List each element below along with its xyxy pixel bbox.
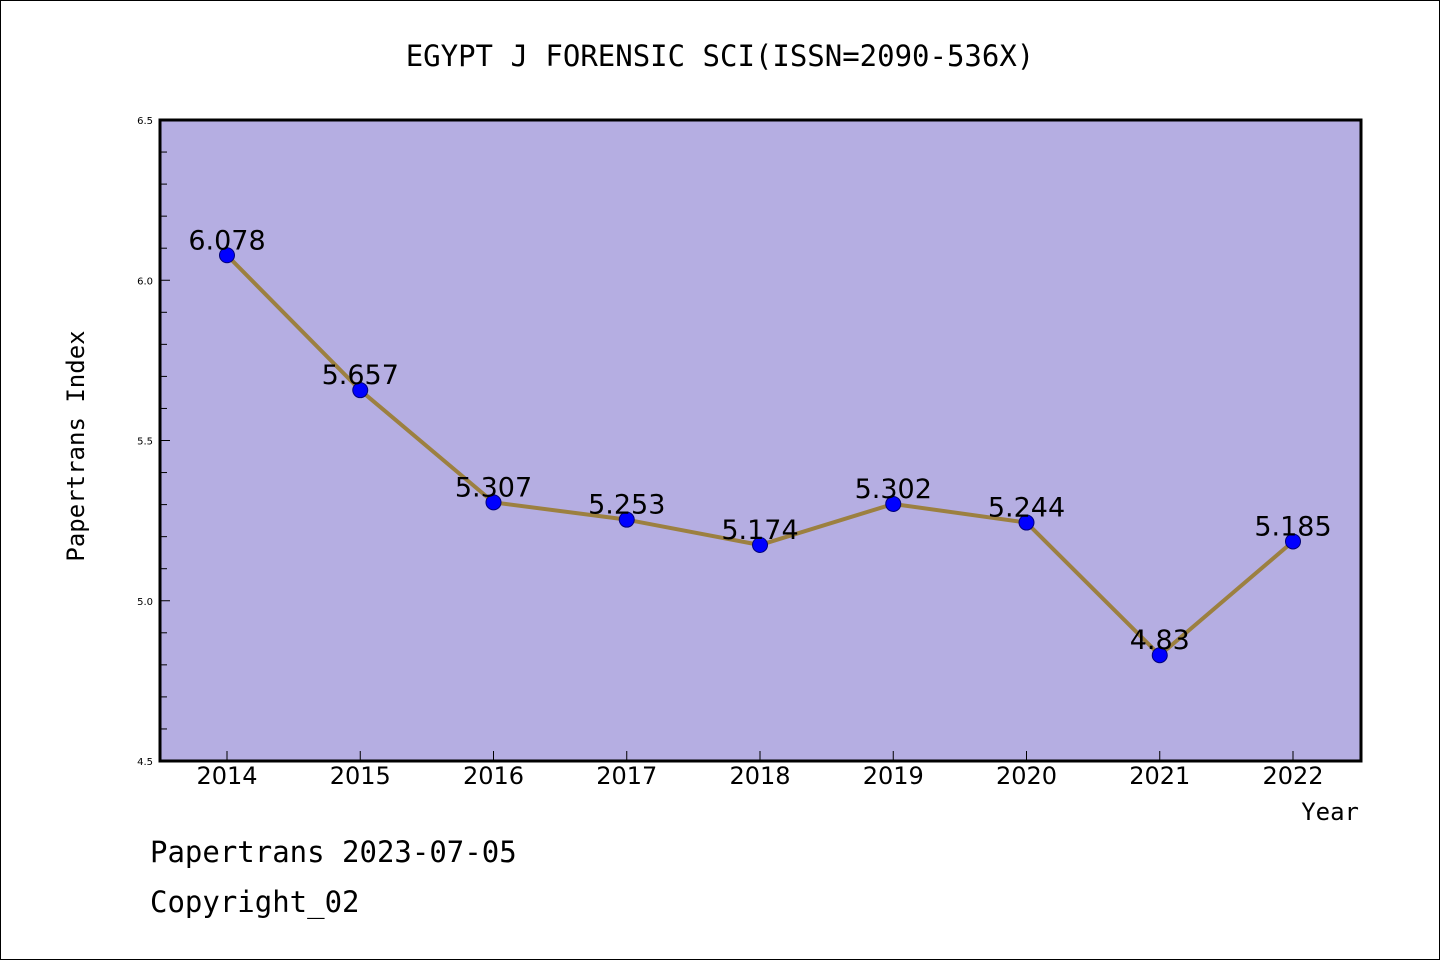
- data-label: 6.078: [188, 225, 265, 256]
- data-point: [1151, 647, 1168, 664]
- x-tick-label: 2019: [863, 762, 924, 790]
- data-point: [485, 494, 502, 511]
- y-tick-label: 6.5: [137, 116, 153, 127]
- y-tick-label: 5.0: [137, 597, 153, 608]
- x-tick-label: 2018: [729, 762, 790, 790]
- data-label: 5.244: [988, 493, 1065, 524]
- data-label: 5.253: [588, 490, 665, 521]
- x-axis: 2014 2015 2016 2017 2018 2019 2020 2021 2022: [196, 751, 1324, 790]
- data-label: 5.185: [1254, 511, 1331, 542]
- data-point: [352, 382, 369, 399]
- data-point: [1285, 533, 1301, 550]
- x-axis-label: Year: [1301, 798, 1359, 826]
- x-tick-label: 2020: [996, 762, 1057, 790]
- data-label: 4.83: [1130, 625, 1190, 656]
- y-tick-label: 5.5: [137, 437, 153, 448]
- x-tick-label: 2014: [196, 762, 257, 790]
- series-layer: 6.078 5.657 5.307 5.253 5.174 5.302 5.244 4.83 5…: [188, 225, 1332, 664]
- data-label: 5.174: [721, 515, 798, 546]
- x-tick-label: 2022: [1262, 762, 1323, 790]
- y-axis-label: Papertrans Index: [62, 330, 90, 561]
- x-tick-label: 2015: [330, 762, 391, 790]
- data-point: [885, 495, 902, 512]
- y-axis: 4.5 5.0 5.5 6.0 6.5: [137, 116, 170, 768]
- data-point: [752, 536, 768, 553]
- footer-date: Papertrans 2023-07-05: [150, 835, 517, 869]
- y-tick-label: 4.5: [137, 757, 153, 768]
- footer-copyright: Copyright_02: [150, 885, 360, 919]
- plot-area: [158, 118, 1363, 763]
- data-point: [219, 247, 235, 264]
- data-label: 5.657: [322, 360, 399, 391]
- x-tick-label: 2016: [463, 762, 524, 790]
- chart-title: EGYPT J FORENSIC SCI(ISSN=2090-536X): [406, 39, 1035, 73]
- data-point: [618, 511, 635, 528]
- data-label: 5.302: [855, 474, 932, 505]
- data-label: 5.307: [455, 472, 532, 503]
- data-point: [1018, 514, 1035, 531]
- y-tick-label: 6.0: [137, 276, 153, 287]
- x-tick-label: 2021: [1129, 762, 1190, 790]
- x-tick-label: 2017: [596, 762, 657, 790]
